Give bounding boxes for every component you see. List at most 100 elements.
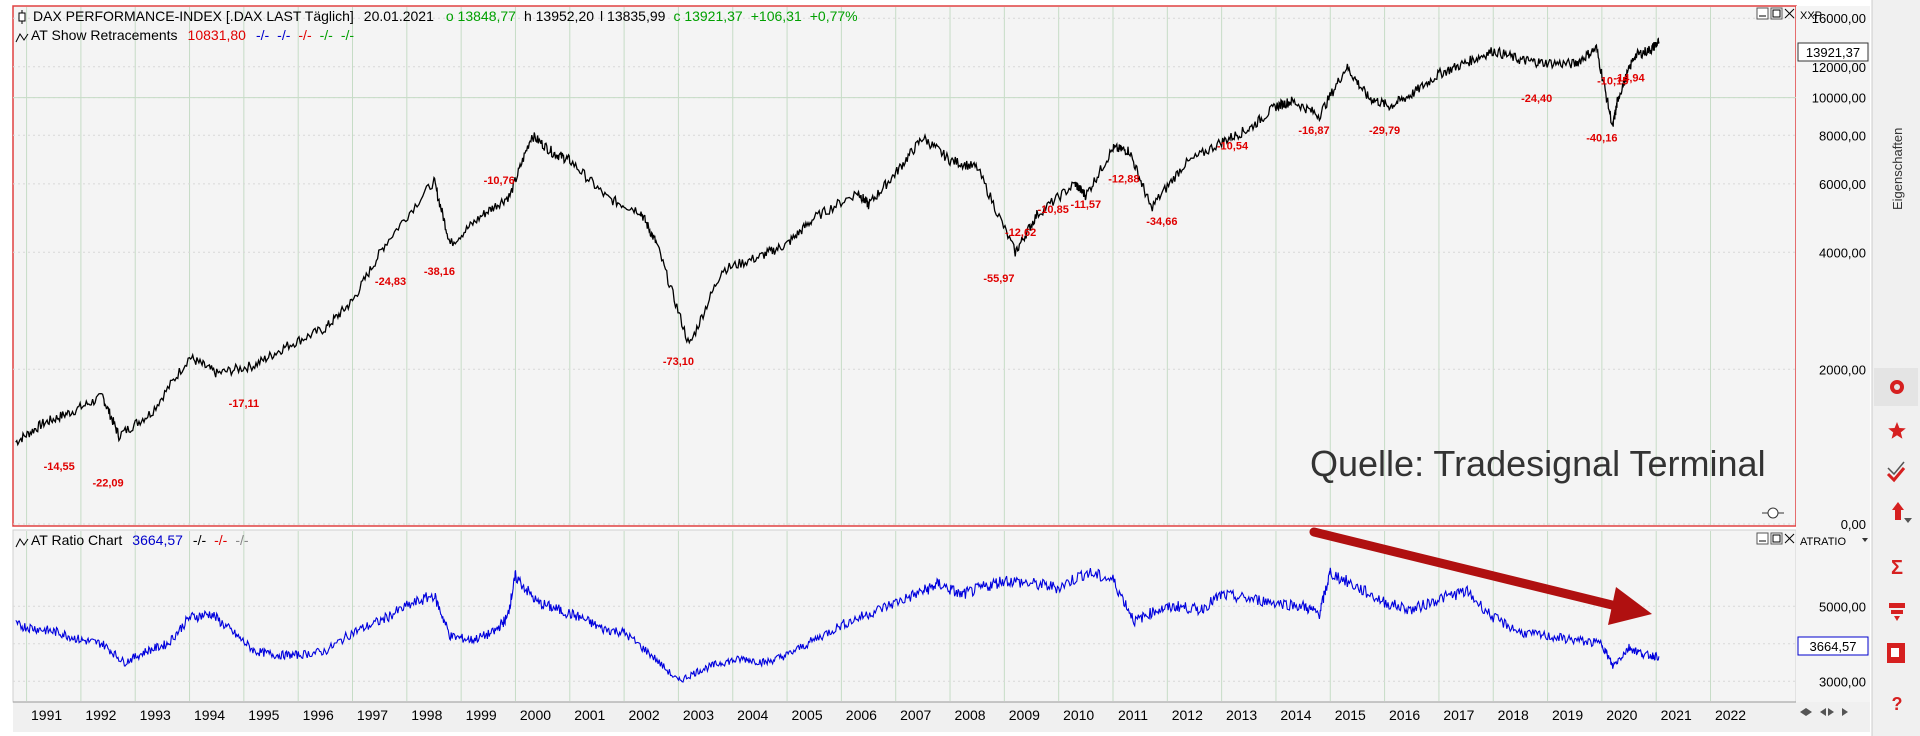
- drawdown-label: -24,40: [1521, 93, 1552, 105]
- price-y-tick-label: 10000,00: [1812, 91, 1866, 106]
- header-high: h 13952,20: [524, 8, 594, 24]
- side-panel-title[interactable]: Eigenschaften: [1890, 128, 1905, 210]
- ratio-y-tick-label: 5000,00: [1819, 599, 1866, 614]
- drawdown-labels: -14,55 -22,09 -17,11 -24,83 -38,16 -10,76 -73,…: [44, 72, 1646, 489]
- minimize-icon[interactable]: [1756, 532, 1769, 545]
- drawdown-label: -11,57: [1071, 199, 1102, 211]
- x-tick-label: 1991: [31, 707, 62, 723]
- header-close: c 13921,37: [673, 8, 742, 24]
- x-tick-label: 2022: [1715, 707, 1746, 723]
- drawdown-label: -10,85: [1038, 204, 1069, 216]
- price-y-tick-label: 6000,00: [1819, 177, 1866, 192]
- price-x-gridlines: [26, 7, 1712, 525]
- indicator2-param-3: -/-: [235, 532, 249, 548]
- ratio-panel-window-controls: [1756, 532, 1795, 545]
- drawdown-label: -14,94: [1613, 72, 1645, 84]
- indicator1-param-5: -/-: [341, 27, 355, 43]
- ratio-series-line: [15, 567, 1660, 683]
- maximize-icon[interactable]: [1770, 532, 1783, 545]
- header-low: l 13835,99: [600, 8, 666, 24]
- indicator-list-icon[interactable]: [1889, 603, 1905, 621]
- sort-arrows-icon[interactable]: [1892, 502, 1912, 523]
- x-tick-label: 2003: [683, 707, 714, 723]
- price-panel-window-controls: [1756, 7, 1795, 20]
- x-tick-label: 2000: [520, 707, 551, 723]
- price-y-tick-label: 16000,00: [1812, 11, 1866, 26]
- drawdown-label: -17,11: [229, 398, 260, 410]
- drawdown-label: -40,16: [1586, 133, 1617, 145]
- minimize-icon[interactable]: [1756, 7, 1769, 20]
- price-y-tick-label: 2000,00: [1819, 362, 1866, 377]
- drawdown-label: -73,10: [663, 356, 694, 368]
- maximize-icon[interactable]: [1770, 7, 1783, 20]
- scroll-arrows-icon[interactable]: [1800, 708, 1848, 716]
- price-current-value: 13921,37: [1806, 45, 1860, 60]
- x-tick-label: 2008: [954, 707, 985, 723]
- drawdown-label: -34,66: [1146, 216, 1177, 228]
- indicator-icon: [15, 538, 29, 548]
- header-change: +106,31: [751, 8, 802, 24]
- drawdown-label: -16,87: [1298, 125, 1329, 137]
- price-axis-label: XXP: [1800, 10, 1822, 22]
- ratio-axis-dropdown-icon[interactable]: [1862, 538, 1868, 542]
- x-tick-label: 2016: [1389, 707, 1420, 723]
- x-tick-label: 1996: [303, 707, 334, 723]
- header-text: DAX PERFORMANCE-INDEX [.DAX LAST Täglich…: [33, 8, 858, 24]
- star-icon[interactable]: [1888, 422, 1906, 439]
- x-tick-label: 1995: [248, 707, 279, 723]
- x-tick-label: 2015: [1335, 707, 1366, 723]
- x-tick-label: 2010: [1063, 707, 1094, 723]
- x-tick-label: 1992: [85, 707, 116, 723]
- ratio-axis-label: ATRATIO: [1800, 536, 1846, 548]
- trend-arrow: [1309, 527, 1652, 625]
- symbol-name: DAX PERFORMANCE-INDEX [.DAX LAST Täglich…: [33, 8, 354, 24]
- x-tick-label: 2020: [1606, 707, 1637, 723]
- header: DAX PERFORMANCE-INDEX [.DAX LAST Täglich…: [18, 8, 858, 24]
- checkmark-icon[interactable]: [1886, 461, 1906, 483]
- price-panel: [12, 5, 1797, 527]
- indicator1-param-4: -/-: [320, 27, 334, 43]
- ratio-current-value: 3664,57: [1810, 639, 1857, 654]
- drawdown-label: -38,16: [424, 266, 455, 278]
- pdf-icon[interactable]: [1887, 643, 1905, 663]
- x-tick-label: 1997: [357, 707, 388, 723]
- x-tick-label: 2012: [1172, 707, 1203, 723]
- drawdown-label: -12,62: [1005, 227, 1036, 239]
- x-tick-label: 1994: [194, 707, 225, 723]
- close-icon[interactable]: [1784, 8, 1795, 19]
- indicator-icon: [15, 33, 29, 43]
- x-tick-label: 2013: [1226, 707, 1257, 723]
- time-axis-area: [13, 702, 1870, 732]
- ratio-x-gridlines: [26, 531, 1712, 701]
- x-tick-label: 2002: [629, 707, 660, 723]
- drawdown-label: -14,55: [44, 461, 75, 473]
- sigma-icon[interactable]: Σ: [1891, 557, 1903, 579]
- indicator1-header: AT Show Retracements 10831,80 -/- -/- -/- -/-…: [15, 27, 354, 43]
- zoom-icon[interactable]: [1762, 507, 1784, 519]
- ratio-y-tick-label: 3000,00: [1819, 674, 1866, 689]
- x-tick-label: 2011: [1118, 707, 1148, 723]
- candle-icon: [18, 10, 26, 24]
- help-icon[interactable]: ?: [1892, 694, 1903, 714]
- indicator2-param-2: -/-: [214, 532, 228, 548]
- x-tick-label: 2007: [900, 707, 931, 723]
- close-icon[interactable]: [1784, 533, 1795, 544]
- drawdown-label: -55,97: [983, 273, 1014, 285]
- indicator2-name: AT Ratio Chart: [31, 532, 122, 548]
- indicator1-param-2: -/-: [277, 27, 291, 43]
- indicator1-value: 10831,80: [188, 27, 247, 43]
- x-tick-label: 2021: [1661, 707, 1692, 723]
- indicator1-param-3: -/-: [298, 27, 312, 43]
- header-open: o 13848,77: [446, 8, 516, 24]
- indicator1-param-1: -/-: [256, 27, 270, 43]
- gear-icon[interactable]: [1890, 380, 1904, 394]
- drawdown-label: -10,54: [1217, 141, 1249, 153]
- price-y-tick-label: 4000,00: [1819, 245, 1866, 260]
- drawdown-label: -10,15: [1597, 76, 1628, 88]
- header-date: 20.01.2021: [364, 8, 434, 24]
- price-y-tick-labels: 16000,00 12000,00 10000,00 8000,00 6000,00 40…: [1812, 11, 1866, 532]
- time-x-tick-labels: 1991 1992 1993 1994 1995 1996 1997 1998 1999 2000…: [31, 707, 1746, 723]
- x-tick-label: 2018: [1498, 707, 1529, 723]
